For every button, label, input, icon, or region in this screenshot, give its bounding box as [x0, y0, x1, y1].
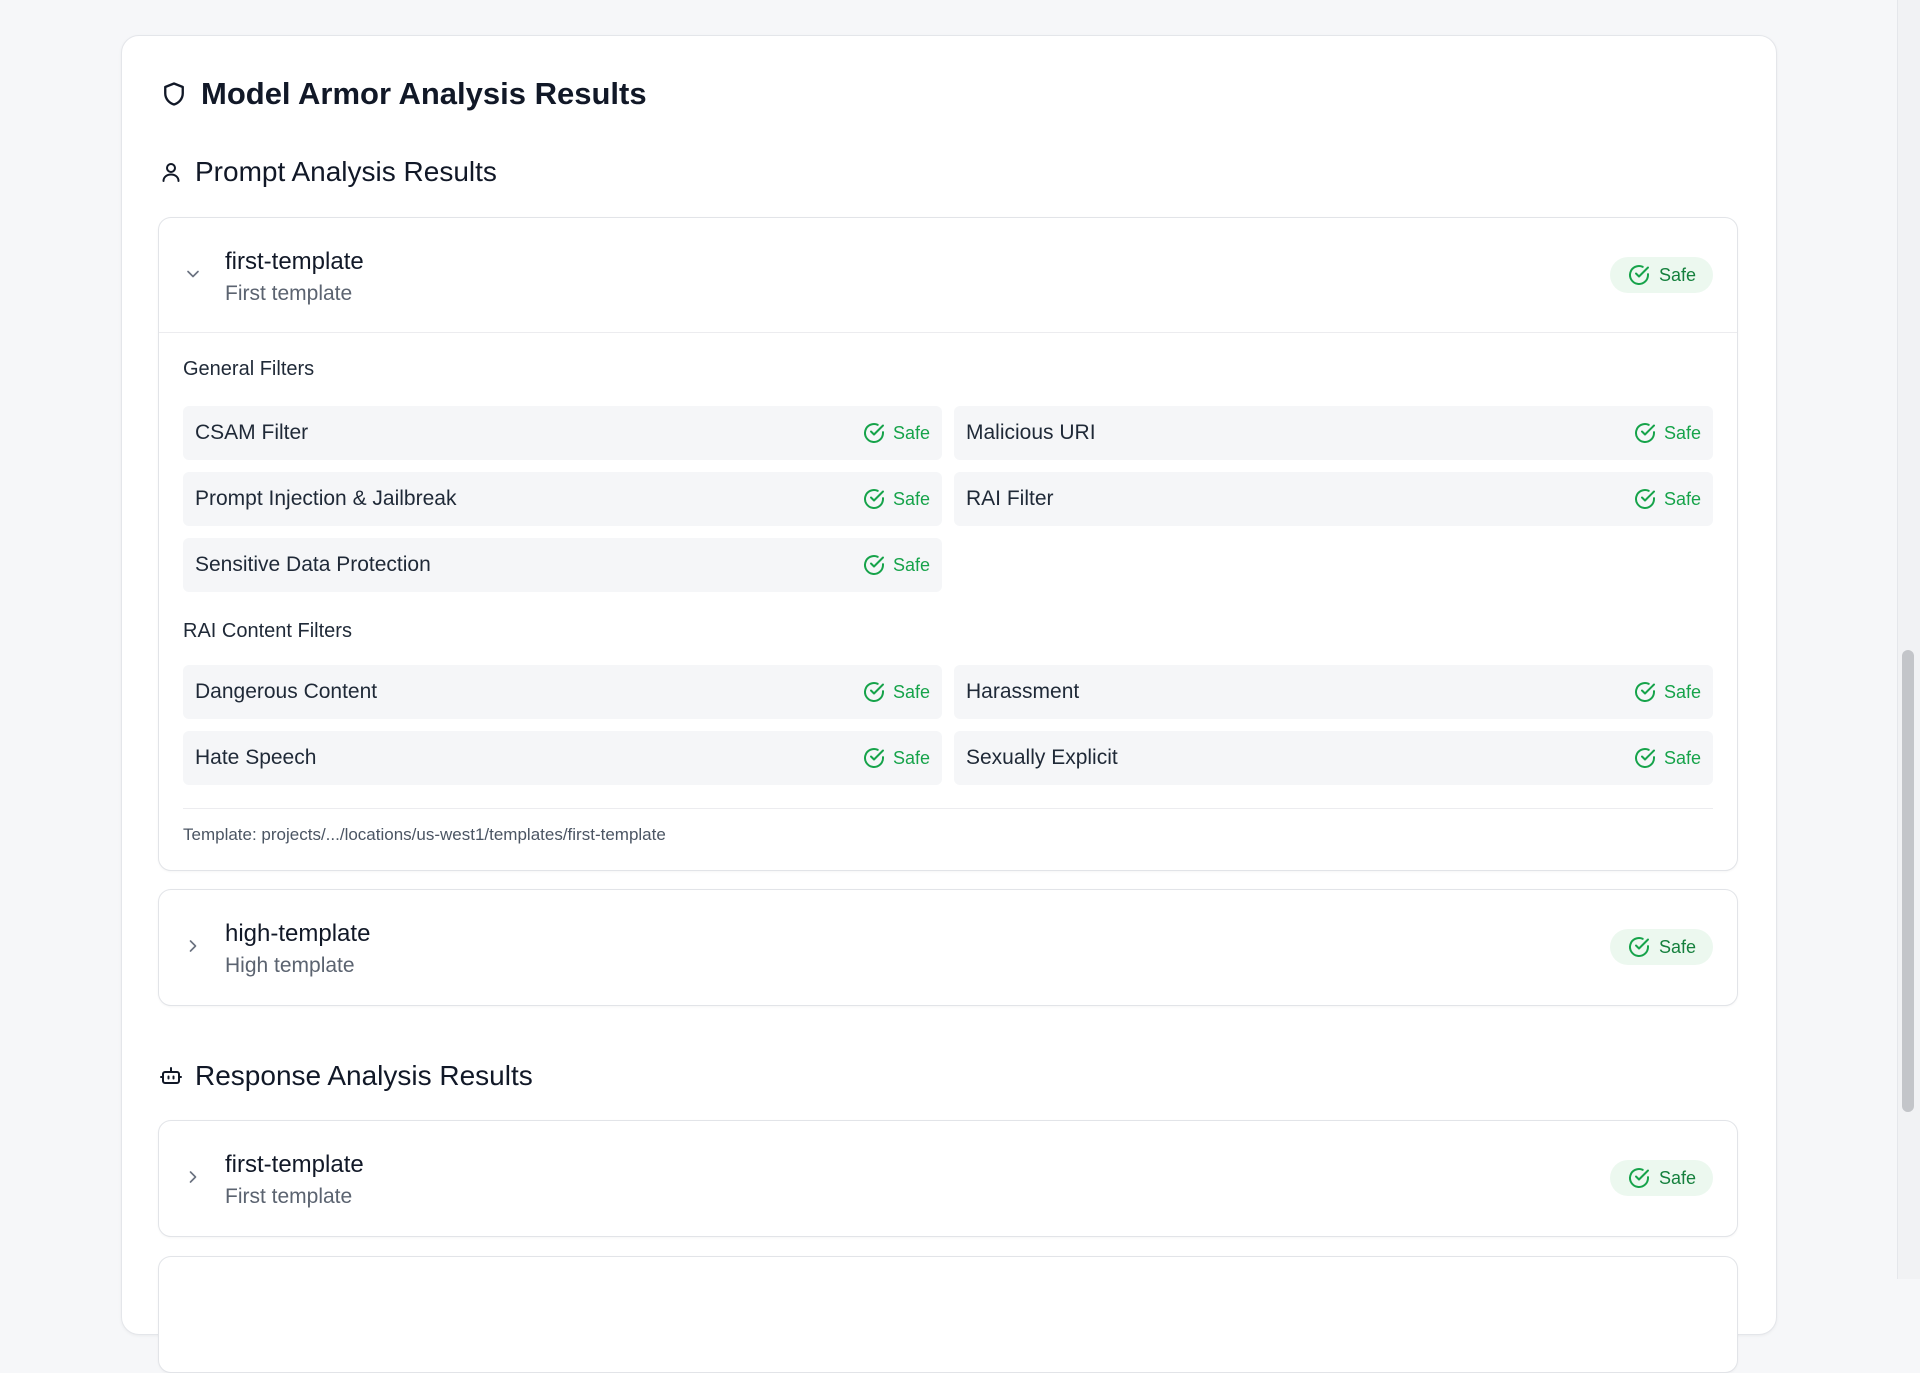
filter-name: CSAM Filter [195, 421, 309, 444]
template-card-response-next [158, 1256, 1738, 1373]
divider [159, 332, 1737, 333]
template-description: First template [225, 1185, 353, 1208]
filter-row-sensitive-data: Sensitive Data Protection Safe [183, 538, 942, 592]
chevron-right-icon[interactable] [183, 936, 203, 956]
template-card-prompt-high-template: high-template High template Safe [158, 889, 1738, 1006]
check-circle-icon [864, 682, 884, 702]
filter-status: Safe [862, 746, 930, 770]
check-circle-icon [1629, 937, 1649, 957]
filter-row-prompt-injection: Prompt Injection & Jailbreak Safe [183, 472, 942, 526]
general-filters-label: General Filters [183, 358, 315, 380]
filter-name: Hate Speech [195, 746, 317, 769]
check-circle-icon [1635, 748, 1655, 768]
filter-row-harassment: Harassment Safe [954, 665, 1713, 719]
filter-name: Harassment [966, 680, 1080, 703]
prompt-analysis-title: Prompt Analysis Results [195, 156, 497, 187]
filter-status-label: Safe [892, 422, 930, 443]
filter-name: Malicious URI [966, 421, 1096, 444]
filter-status: Safe [1633, 421, 1701, 445]
filter-name: RAI Filter [966, 487, 1054, 510]
template-card-response-first-template: first-template First template Safe [158, 1120, 1738, 1237]
template-card-header[interactable]: first-template First template Safe [159, 218, 1737, 332]
filter-status: Safe [862, 553, 930, 577]
check-circle-icon [864, 748, 884, 768]
filter-status: Safe [1633, 746, 1701, 770]
filter-status: Safe [862, 421, 930, 445]
filter-row-rai-filter: RAI Filter Safe [954, 472, 1713, 526]
template-name: first-template [225, 1151, 364, 1178]
check-circle-icon [864, 423, 884, 443]
filter-status-label: Safe [892, 554, 930, 575]
filter-status-label: Safe [1663, 488, 1701, 509]
filter-name: Sexually Explicit [966, 746, 1118, 769]
template-card-header[interactable]: first-template First template Safe [159, 1121, 1737, 1235]
analysis-results-card: Model Armor Analysis Results Prompt Anal… [121, 35, 1777, 1373]
filter-row-hate-speech: Hate Speech Safe [183, 731, 942, 785]
filter-status: Safe [1633, 680, 1701, 704]
check-circle-icon [1635, 682, 1655, 702]
filter-row-dangerous-content: Dangerous Content Safe [183, 665, 942, 719]
shield-icon [164, 82, 184, 106]
response-analysis-header: Response Analysis Results [159, 1060, 533, 1092]
check-circle-icon [864, 555, 884, 575]
filter-row-sexually-explicit: Sexually Explicit Safe [954, 731, 1713, 785]
status-badge: Safe [1609, 929, 1713, 965]
filter-status: Safe [862, 680, 930, 704]
bot-icon [160, 1067, 182, 1084]
check-circle-icon [1629, 1168, 1649, 1188]
filter-name: Dangerous Content [195, 680, 378, 703]
results-header: Model Armor Analysis Results [160, 76, 647, 112]
template-description: First template [225, 282, 353, 305]
page-title: Model Armor Analysis Results [201, 76, 647, 111]
filter-status: Safe [1633, 487, 1701, 511]
divider [183, 808, 1713, 809]
template-name: high-template [225, 920, 371, 947]
filter-row-csam: CSAM Filter Safe [183, 406, 942, 460]
filter-name: Prompt Injection & Jailbreak [195, 487, 457, 510]
check-circle-icon [864, 489, 884, 509]
prompt-analysis-header: Prompt Analysis Results [159, 156, 497, 188]
status-badge-label: Safe [1658, 936, 1696, 957]
filter-status-label: Safe [892, 488, 930, 509]
check-circle-icon [1635, 489, 1655, 509]
filter-status-label: Safe [1663, 747, 1701, 768]
status-badge: Safe [1609, 257, 1713, 293]
template-path: Template: projects/.../locations/us-west… [183, 825, 666, 844]
template-card-prompt-first-template: first-template First template Safe Gener… [158, 217, 1738, 871]
rai-content-filters-label: RAI Content Filters [183, 620, 352, 642]
filter-status-label: Safe [892, 681, 930, 702]
status-badge: Safe [1609, 1160, 1713, 1196]
filter-status-label: Safe [1663, 681, 1701, 702]
status-badge-label: Safe [1658, 264, 1696, 285]
filter-name: Sensitive Data Protection [195, 553, 431, 576]
status-badge-label: Safe [1658, 1167, 1696, 1188]
template-name: first-template [225, 248, 364, 275]
template-description: High template [225, 954, 355, 977]
chevron-down-icon[interactable] [183, 264, 203, 284]
response-analysis-title: Response Analysis Results [195, 1060, 533, 1091]
filter-status-label: Safe [892, 747, 930, 768]
filter-status: Safe [862, 487, 930, 511]
scrollbar-thumb[interactable] [1902, 650, 1914, 1112]
template-card-header[interactable]: high-template High template Safe [159, 890, 1737, 1004]
check-circle-icon [1635, 423, 1655, 443]
filter-status-label: Safe [1663, 422, 1701, 443]
check-circle-icon [1629, 265, 1649, 285]
chevron-right-icon[interactable] [183, 1167, 203, 1187]
filter-row-malicious-uri: Malicious URI Safe [954, 406, 1713, 460]
user-icon [162, 163, 180, 182]
